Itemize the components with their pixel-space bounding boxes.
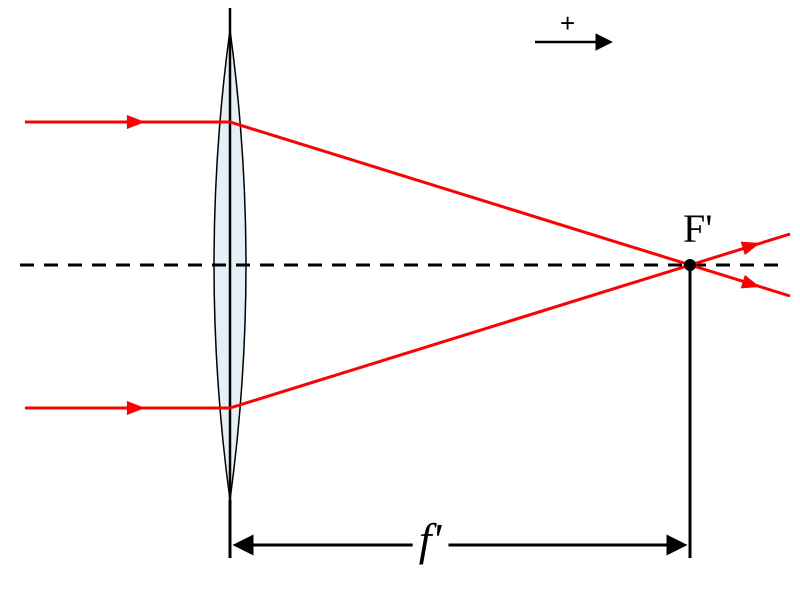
focal-length-label: f' <box>419 514 443 565</box>
focal-point-label: F' <box>683 206 712 251</box>
ray-refracted-lower <box>230 234 790 408</box>
lens-diagram: F' f' + <box>0 0 800 607</box>
direction-label: + <box>560 8 575 38</box>
